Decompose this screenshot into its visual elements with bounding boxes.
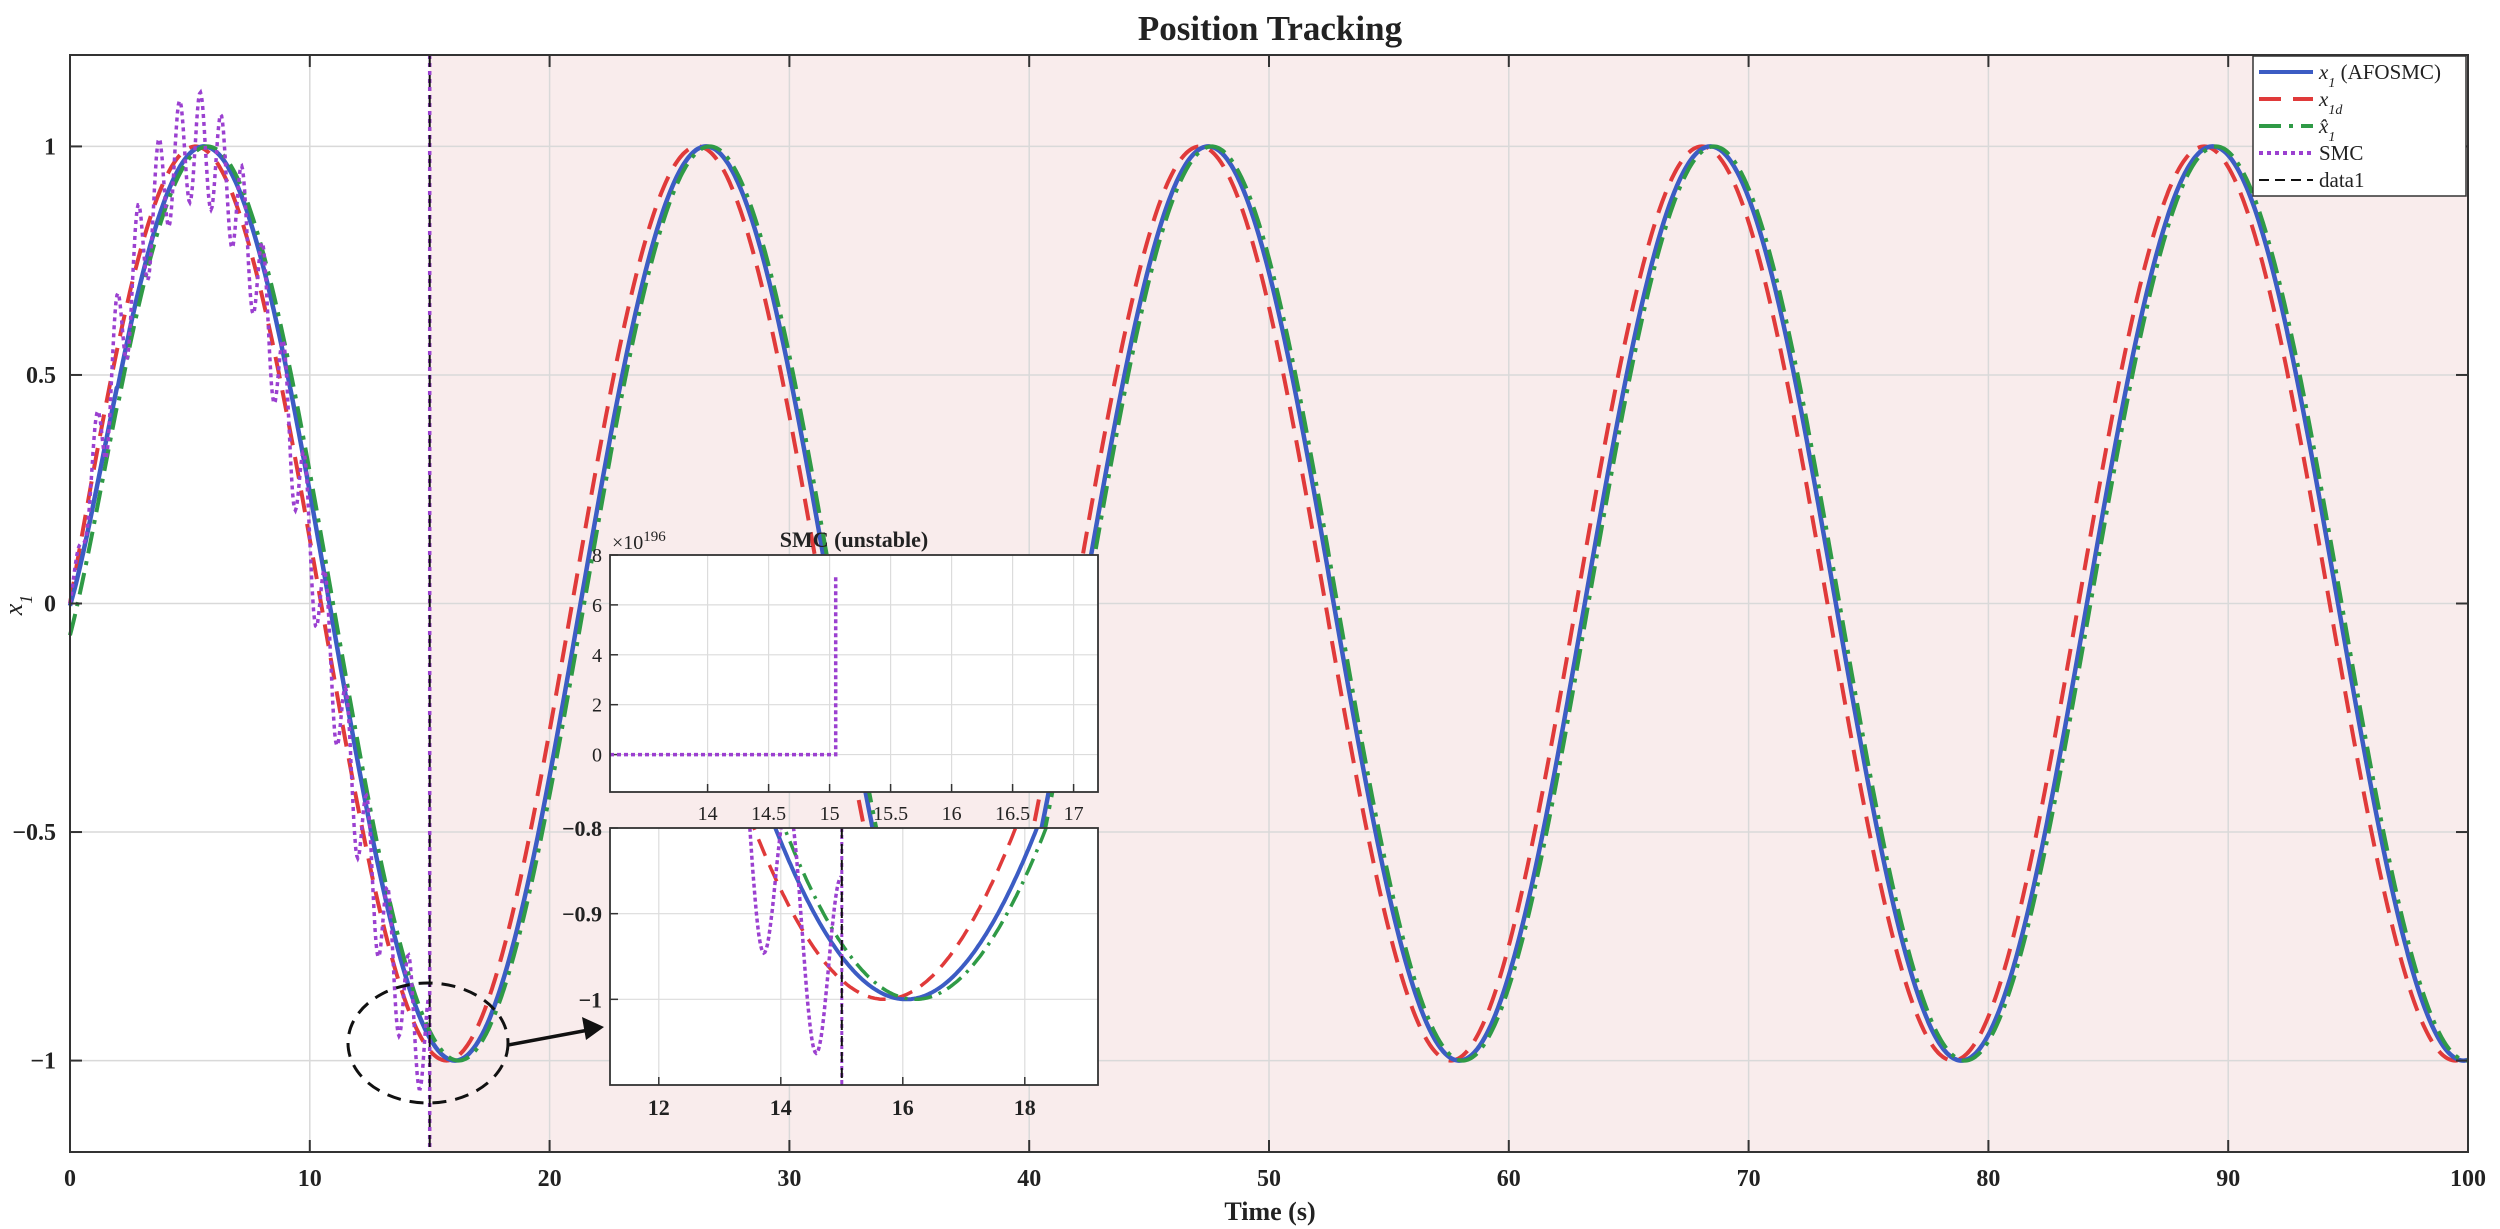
- inset-top-x-tick-label: 16: [942, 803, 962, 825]
- inset-top-x-tick-label: 14: [698, 803, 718, 825]
- x-tick-label: 0: [64, 1166, 76, 1192]
- inset-top-y-tick-label: 4: [592, 645, 602, 667]
- inset-top-x-tick-label: 16.5: [995, 803, 1030, 825]
- legend-label-x1: x1 (AFOSMC): [2318, 60, 2441, 91]
- y-tick-label: −0.5: [12, 820, 56, 846]
- legend-label-data1: data1: [2319, 168, 2364, 192]
- x-tick-label: 50: [1257, 1166, 1281, 1192]
- x-tick-label: 100: [2450, 1166, 2486, 1192]
- inset-top-x-tick-label: 17: [1064, 803, 1084, 825]
- series-x1-line: [67, 144, 2469, 1063]
- legend-label-x1d: x1d: [2318, 87, 2343, 118]
- inset-top-x-tick-label: 15.5: [873, 803, 908, 825]
- inset-bottom-y-tick-label: −0.8: [562, 816, 602, 841]
- y-tick-label: −1: [30, 1049, 56, 1075]
- inset-bottom-x1-line: [773, 828, 1040, 1002]
- inset-top-x-tick-label: 15: [820, 803, 840, 825]
- inset-bottom-x-tick-label: 12: [648, 1095, 670, 1120]
- tick-labels: 0 10 20 30 40 50 60 70 80 90 100−1−0.500.51: [12, 55, 2486, 1192]
- legend-box: [2252, 55, 2467, 197]
- inset-bottom-background: [610, 828, 1098, 1085]
- series-x1hat-line: [68, 144, 2468, 1063]
- inset-top-smc-line: [610, 575, 838, 757]
- inset-bottom-axes: 12 14 16 18 −0.8 −0.9 −1: [562, 816, 1099, 1120]
- x-tick-label: 70: [1737, 1166, 1761, 1192]
- inset-bottom-x-tick-label: 18: [1014, 1095, 1036, 1120]
- x-tick-label: 20: [538, 1166, 562, 1192]
- chart-title: Position Tracking: [1138, 9, 1403, 48]
- zoom-arrow-head: [582, 1017, 604, 1040]
- x-tick-label: 80: [1976, 1166, 2000, 1192]
- x-tick-label: 90: [2216, 1166, 2240, 1192]
- inset-top-background: [610, 555, 1098, 792]
- inset-top-axes: 14 14.5 15 15.5 16 16.5 17 0 2 4 6 8 SMC (unstable) ×…: [592, 527, 1099, 825]
- x-tick-label: 40: [1017, 1166, 1041, 1192]
- inset-top-y-tick-label: 0: [592, 745, 602, 767]
- inset-bottom-y-tick-label: −1: [578, 987, 602, 1012]
- x-tick-label: 60: [1497, 1166, 1521, 1192]
- x-tick-label: 10: [298, 1166, 322, 1192]
- zoom-arrow: [507, 1027, 595, 1047]
- inset-top-y-tick-label: 2: [592, 695, 602, 717]
- inset-top-x-tick-label: 14.5: [751, 803, 786, 825]
- legend-label-x1hat: x̂1: [2318, 114, 2335, 145]
- inset-top-title: SMC (unstable): [780, 527, 929, 552]
- y-axis-label: x1: [0, 595, 36, 617]
- y-tick-label: 1: [44, 134, 56, 160]
- x-axis-label: Time (s): [1224, 1197, 1315, 1226]
- inset-bottom-x1d-line: [752, 828, 1018, 1002]
- series-x1d-line: [68, 144, 2470, 1063]
- x-tick-label: 30: [777, 1166, 801, 1192]
- inset-bottom-y-tick-label: −0.9: [562, 902, 602, 927]
- inset-bottom-x-tick-label: 16: [892, 1095, 914, 1120]
- inset-bottom-x1hat-line: [782, 828, 1049, 1002]
- legend-label-smc: SMC: [2319, 141, 2363, 165]
- inset-top-y-tick-label: 8: [592, 545, 602, 567]
- series-group: [67, 55, 2470, 1152]
- inset-bottom-x-tick-label: 14: [770, 1095, 792, 1120]
- zoom-region-ellipse: [346, 981, 510, 1105]
- main-axes: 0 10 20 30 40 50 60 70 80 90 100−1−0.500.51: [12, 54, 2486, 1192]
- inset-bottom-series: [748, 828, 1049, 1085]
- inset-top-exponent: ×10196: [612, 529, 666, 554]
- series-smc-line: [68, 88, 431, 1091]
- y-tick-label: 0: [44, 592, 56, 618]
- y-tick-label: 0.5: [26, 363, 56, 389]
- grid: [69, 55, 2469, 1152]
- inset-bottom-frame: [609, 827, 1099, 1086]
- inset-top-y-tick-label: 6: [592, 595, 602, 617]
- inset-top-frame: [609, 554, 1099, 793]
